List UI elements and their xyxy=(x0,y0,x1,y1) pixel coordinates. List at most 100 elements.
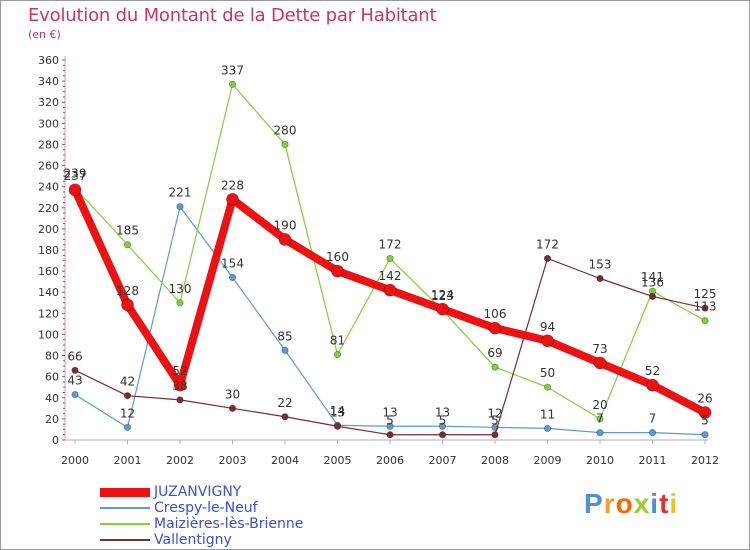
legend-label-crespy: Crespy-le-Neuf xyxy=(154,500,258,516)
data-point-maizi-res-l-s-brienne xyxy=(491,363,499,371)
legend-swatch-maizieres xyxy=(100,523,150,525)
y-tick-label: 260 xyxy=(38,160,59,173)
data-label-crespy-le-neuf: 12 xyxy=(487,406,502,420)
data-point-juzanvigny xyxy=(436,302,449,316)
data-point-juzanvigny xyxy=(68,183,82,197)
chart-unit-label: (en €) xyxy=(28,28,61,41)
data-label-crespy-le-neuf: 43 xyxy=(67,374,82,388)
data-point-vallentigny xyxy=(71,366,79,374)
x-tick-label: 2001 xyxy=(114,454,142,467)
y-tick-label: 140 xyxy=(38,286,59,299)
x-tick-label: 2006 xyxy=(376,454,404,467)
data-point-juzanvigny xyxy=(593,356,607,370)
data-label-crespy-le-neuf: 7 xyxy=(649,412,657,426)
data-point-maizi-res-l-s-brienne xyxy=(123,241,132,249)
data-label-crespy-le-neuf: 11 xyxy=(540,407,555,421)
data-label-vallentigny: 5 xyxy=(386,414,394,428)
x-tick-label: 2000 xyxy=(61,454,89,467)
y-tick-label: 220 xyxy=(38,202,59,215)
data-label-juzanvigny: 52 xyxy=(645,364,660,378)
data-label-crespy-le-neuf: 12 xyxy=(120,406,135,420)
data-label-maizi-res-l-s-brienne: 185 xyxy=(116,224,139,238)
x-tick-label: 2009 xyxy=(534,454,562,467)
data-label-maizi-res-l-s-brienne: 50 xyxy=(540,366,555,380)
data-label-crespy-le-neuf: 221 xyxy=(169,186,192,200)
y-tick-label: 0 xyxy=(52,434,59,447)
y-tick-label: 60 xyxy=(45,371,59,384)
data-label-juzanvigny: 160 xyxy=(326,250,349,264)
data-label-crespy-le-neuf: 85 xyxy=(277,329,292,343)
x-tick-label: 2012 xyxy=(691,454,719,467)
series-juzanvigny xyxy=(68,183,712,419)
x-tick-label: 2007 xyxy=(429,454,457,467)
data-label-juzanvigny: 124 xyxy=(431,288,454,302)
data-point-vallentigny xyxy=(386,431,394,439)
x-tick-label: 2003 xyxy=(219,454,247,467)
data-point-vallentigny xyxy=(123,392,132,400)
data-point-juzanvigny xyxy=(698,406,712,419)
data-point-juzanvigny xyxy=(646,378,659,392)
data-label-juzanvigny: 128 xyxy=(116,284,139,298)
legend-label-maizieres: Maizières-lès-Brienne xyxy=(154,516,304,532)
y-tick-label: 320 xyxy=(38,96,59,109)
logo-letter: i xyxy=(669,488,679,519)
data-label-maizi-res-l-s-brienne: 337 xyxy=(221,63,244,77)
data-point-maizi-res-l-s-brienne xyxy=(386,254,394,263)
data-label-juzanvigny: 94 xyxy=(540,320,555,334)
data-label-crespy-le-neuf: 13 xyxy=(435,405,450,419)
legend-label-juzanvigny: JUZANVIGNY xyxy=(154,484,242,500)
y-tick-label: 80 xyxy=(45,350,59,363)
data-point-maizi-res-l-s-brienne xyxy=(701,317,709,325)
data-label-vallentigny: 42 xyxy=(120,375,135,389)
data-label-crespy-le-neuf: 14 xyxy=(330,404,345,418)
data-point-juzanvigny xyxy=(173,378,187,392)
legend-label-vallentigny: Vallentigny xyxy=(154,532,232,548)
y-tick-label: 340 xyxy=(38,75,59,88)
legend-swatch-vallentigny xyxy=(100,539,150,541)
proxiti-logo: Proxiti xyxy=(584,488,678,520)
data-point-vallentigny xyxy=(543,254,552,263)
y-tick-label: 200 xyxy=(38,223,59,236)
data-point-crespy-le-neuf xyxy=(648,429,657,437)
data-label-juzanvigny: 190 xyxy=(274,218,297,232)
y-tick-label: 20 xyxy=(45,413,59,426)
data-point-vallentigny xyxy=(438,431,447,439)
series-layer xyxy=(68,80,712,439)
logo-letter: t xyxy=(659,488,670,519)
x-tick-label: 2005 xyxy=(324,454,352,467)
data-point-crespy-le-neuf xyxy=(281,346,289,354)
data-point-vallentigny xyxy=(281,413,289,421)
x-tick-label: 2010 xyxy=(586,454,614,467)
data-label-maizi-res-l-s-brienne: 123 xyxy=(431,289,454,303)
legend-item-vallentigny: Vallentigny xyxy=(100,532,303,548)
series-crespy-le-neuf xyxy=(71,203,709,439)
data-label-vallentigny: 5 xyxy=(491,414,499,428)
y-tick-label: 240 xyxy=(38,181,59,194)
data-point-crespy-le-neuf xyxy=(228,273,237,282)
series-vallentigny xyxy=(71,254,709,439)
data-point-vallentigny xyxy=(596,274,604,283)
legend-item-maizieres: Maizières-lès-Brienne xyxy=(100,516,303,532)
data-point-juzanvigny xyxy=(541,334,554,348)
data-label-maizi-res-l-s-brienne: 20 xyxy=(592,398,607,412)
data-point-juzanvigny xyxy=(331,264,344,278)
data-point-crespy-le-neuf xyxy=(543,424,552,432)
legend-item-crespy: Crespy-le-Neuf xyxy=(100,500,303,516)
data-label-maizi-res-l-s-brienne: 81 xyxy=(330,334,345,348)
data-label-maizi-res-l-s-brienne: 130 xyxy=(169,282,192,296)
axes: 0204060801001201401601802002202402602803… xyxy=(38,54,719,467)
y-tick-label: 300 xyxy=(38,117,59,130)
logo-letter: P xyxy=(584,488,604,519)
y-tick-label: 280 xyxy=(38,138,59,151)
data-point-maizi-res-l-s-brienne xyxy=(281,140,289,149)
data-point-vallentigny xyxy=(491,431,499,439)
data-label-maizi-res-l-s-brienne: 239 xyxy=(64,167,87,181)
data-point-maizi-res-l-s-brienne xyxy=(176,299,184,307)
data-label-vallentigny: 125 xyxy=(694,287,717,301)
data-label-maizi-res-l-s-brienne: 280 xyxy=(274,123,297,137)
data-point-crespy-le-neuf xyxy=(596,429,604,437)
data-label-maizi-res-l-s-brienne: 69 xyxy=(487,346,502,360)
